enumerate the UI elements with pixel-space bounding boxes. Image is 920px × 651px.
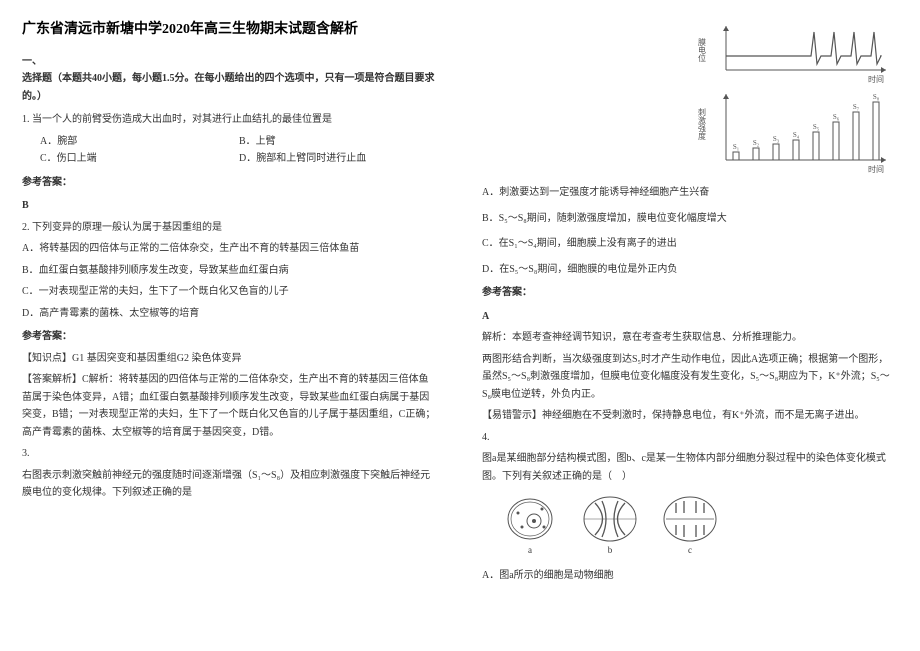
membrane-potential-chart: 膜电位时间 [698, 18, 898, 88]
svg-text:时间: 时间 [868, 74, 884, 84]
cell-diagrams: a b c [500, 491, 898, 561]
svg-text:S₈: S₈ [873, 93, 880, 101]
q3-warning: 【易错警示】神经细胞在不受刺激时，保持静息电位，有K⁺外流，而不是无离子进出。 [482, 407, 898, 425]
q1-stem: 1. 当一个人的前臂受伤造成大出血时，对其进行止血结扎的最佳位置是 [22, 111, 438, 129]
q3-num: 3. [22, 445, 438, 463]
q3-stem: 右图表示刺激突触前神经元的强度随时间逐渐增强（S₁～S₈）及相应刺激强度下突触后… [22, 467, 438, 502]
q1-opt-c: C．伤口上端 [40, 150, 239, 168]
q3-opt-c: C．在S₁～S₄期间，细胞膜上没有离子的进出 [482, 235, 898, 253]
q3-opt-a: A．刺激要达到一定强度才能诱导神经细胞产生兴奋 [482, 184, 898, 202]
q3-ref-label: 参考答案： [482, 284, 898, 302]
q2-explain: 【答案解析】C解析：将转基因的四倍体与正常的二倍体杂交，生产出不育的转基因三倍体… [22, 371, 438, 441]
cell-a-icon [508, 499, 552, 539]
right-column: 膜电位时间 刺激强度时间S₁S₂S₃S₄S₅S₆S₇S₈ A．刺激要达到一定强度… [460, 0, 920, 651]
q2-opt-d: D．高产青霉素的菌株、太空椒等的培育 [22, 305, 438, 323]
cell-c-icon [664, 497, 716, 541]
section-1-body: 选择题（本题共40小题，每小题1.5分。在每小题给出的四个选项中，只有一项是符合… [22, 73, 435, 102]
q1-options: A．腕部 B．上臂 C．伤口上端 D．腕部和上臂同时进行止血 [40, 133, 438, 168]
stimulus-chart: 膜电位时间 刺激强度时间S₁S₂S₃S₄S₅S₆S₇S₈ [698, 18, 898, 178]
q2-opt-b: B．血红蛋白氨基酸排列顺序发生改变，导致某些血红蛋白病 [22, 262, 438, 280]
q2-knowledge: 【知识点】G1 基因突变和基因重组G2 染色体变异 [22, 350, 438, 368]
cell-a-label: a [528, 545, 532, 555]
svg-text:S₅: S₅ [813, 123, 820, 131]
q3-explain-2: 两图形结合判断，当次级强度到达S₅时才产生动作电位，因此A选项正确；根据第一个图… [482, 351, 898, 404]
q4-num: 4. [482, 429, 898, 447]
q4-opt-a: A．图a所示的细胞是动物细胞 [482, 567, 898, 585]
q2-stem: 2. 下列变异的原理一般认为属于基因重组的是 [22, 219, 438, 237]
q1-ref-label: 参考答案： [22, 174, 438, 192]
cell-b-icon [584, 497, 636, 541]
svg-text:刺激强度: 刺激强度 [698, 108, 707, 141]
cell-c-label: c [688, 545, 692, 555]
section-1: 一、 选择题（本题共40小题，每小题1.5分。在每小题给出的四个选项中，只有一项… [22, 53, 438, 106]
svg-text:S₁: S₁ [733, 143, 739, 151]
svg-text:S₂: S₂ [753, 139, 760, 147]
doc-title: 广东省清远市新塘中学2020年高三生物期末试题含解析 [22, 18, 438, 43]
q3-answer: A [482, 308, 898, 326]
q3-explain-1: 解析：本题考查神经调节知识，意在考查考生获取信息、分析推理能力。 [482, 329, 898, 347]
q1-opt-d: D．腕部和上臂同时进行止血 [239, 150, 438, 168]
section-1-num: 一、 [22, 56, 42, 67]
q1-opt-a: A．腕部 [40, 133, 239, 151]
svg-text:S₃: S₃ [773, 135, 780, 143]
svg-text:膜电位: 膜电位 [698, 37, 707, 62]
svg-text:时间: 时间 [868, 164, 884, 174]
cell-diagram-svg: a b c [500, 491, 740, 561]
q4-stem: 图a是某细胞部分结构模式图，图b、c是某一生物体内部分细胞分裂过程中的染色体变化… [482, 450, 898, 485]
q1-opt-b: B．上臂 [239, 133, 438, 151]
svg-text:S₆: S₆ [833, 113, 840, 121]
q2-opt-c: C．一对表现型正常的夫妇，生下了一个既白化又色盲的儿子 [22, 283, 438, 301]
q3-opt-b: B．S₅～S₈期间，随刺激强度增加，膜电位变化幅度增大 [482, 210, 898, 228]
q1-answer: B [22, 197, 438, 215]
stimulus-intensity-chart: 刺激强度时间 S₁ S₂ S₃ S₄ S₅ S₆ S₇ S₈ [698, 88, 898, 178]
svg-text:S₄: S₄ [793, 131, 800, 139]
q2-ref-label: 参考答案： [22, 328, 438, 346]
q2-opt-a: A．将转基因的四倍体与正常的二倍体杂交，生产出不育的转基因三倍体鱼苗 [22, 240, 438, 258]
svg-text:S₇: S₇ [853, 103, 860, 111]
q3-opt-d: D．在S₅～S₈期间，细胞膜的电位是外正内负 [482, 261, 898, 279]
cell-b-label: b [608, 545, 613, 555]
left-column: 广东省清远市新塘中学2020年高三生物期末试题含解析 一、 选择题（本题共40小… [0, 0, 460, 651]
